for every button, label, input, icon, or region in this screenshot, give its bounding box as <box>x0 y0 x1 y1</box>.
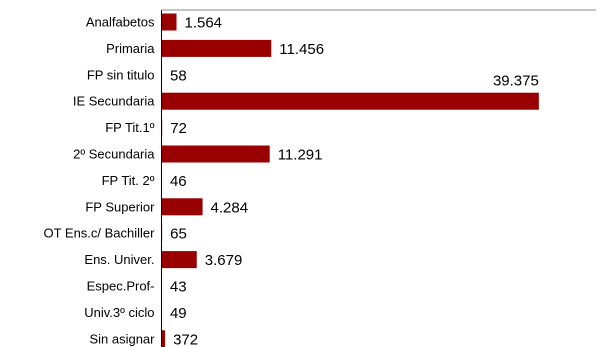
bars-group <box>161 13 539 347</box>
category-label: FP Tit.1º <box>105 120 155 135</box>
category-label: 2º Secundaria <box>73 147 155 162</box>
labels-group: Analfabetos 1.564 Primaria 11.456 FP sin tit… <box>43 15 538 347</box>
value-label: 46 <box>170 173 187 190</box>
category-label: OT Ens.c/ Bachiller <box>43 226 155 241</box>
value-label: 39.375 <box>493 73 539 90</box>
value-label: 49 <box>170 305 187 322</box>
value-label: 65 <box>170 226 187 243</box>
bar <box>161 39 272 57</box>
category-label: Analfabetos <box>86 15 155 30</box>
value-label: 3.679 <box>205 252 243 269</box>
category-label: IE Secundaria <box>73 94 155 109</box>
bar <box>161 13 177 31</box>
value-label: 11.291 <box>278 147 323 164</box>
category-label: FP Superior <box>85 199 155 214</box>
bar <box>161 251 197 269</box>
value-label: 372 <box>173 331 198 347</box>
value-label: 58 <box>170 67 187 84</box>
category-label: FP Tit. 2º <box>102 173 155 188</box>
category-label: FP sin titulo <box>87 67 155 82</box>
value-label: 11.456 <box>279 41 324 58</box>
category-label: Ens. Univer. <box>84 252 154 267</box>
bar <box>161 330 166 347</box>
category-label: Espec.Prof- <box>87 279 155 294</box>
value-label: 1.564 <box>184 15 222 32</box>
value-label: 43 <box>170 279 187 296</box>
category-label: Sin asignar <box>89 331 155 346</box>
category-label: Univ.3º ciclo <box>84 305 154 320</box>
bar <box>161 198 203 216</box>
value-label: 72 <box>170 120 187 137</box>
value-label: 4.284 <box>211 199 249 216</box>
category-label: Primaria <box>106 41 155 56</box>
bar <box>161 92 539 110</box>
bar <box>161 145 270 163</box>
